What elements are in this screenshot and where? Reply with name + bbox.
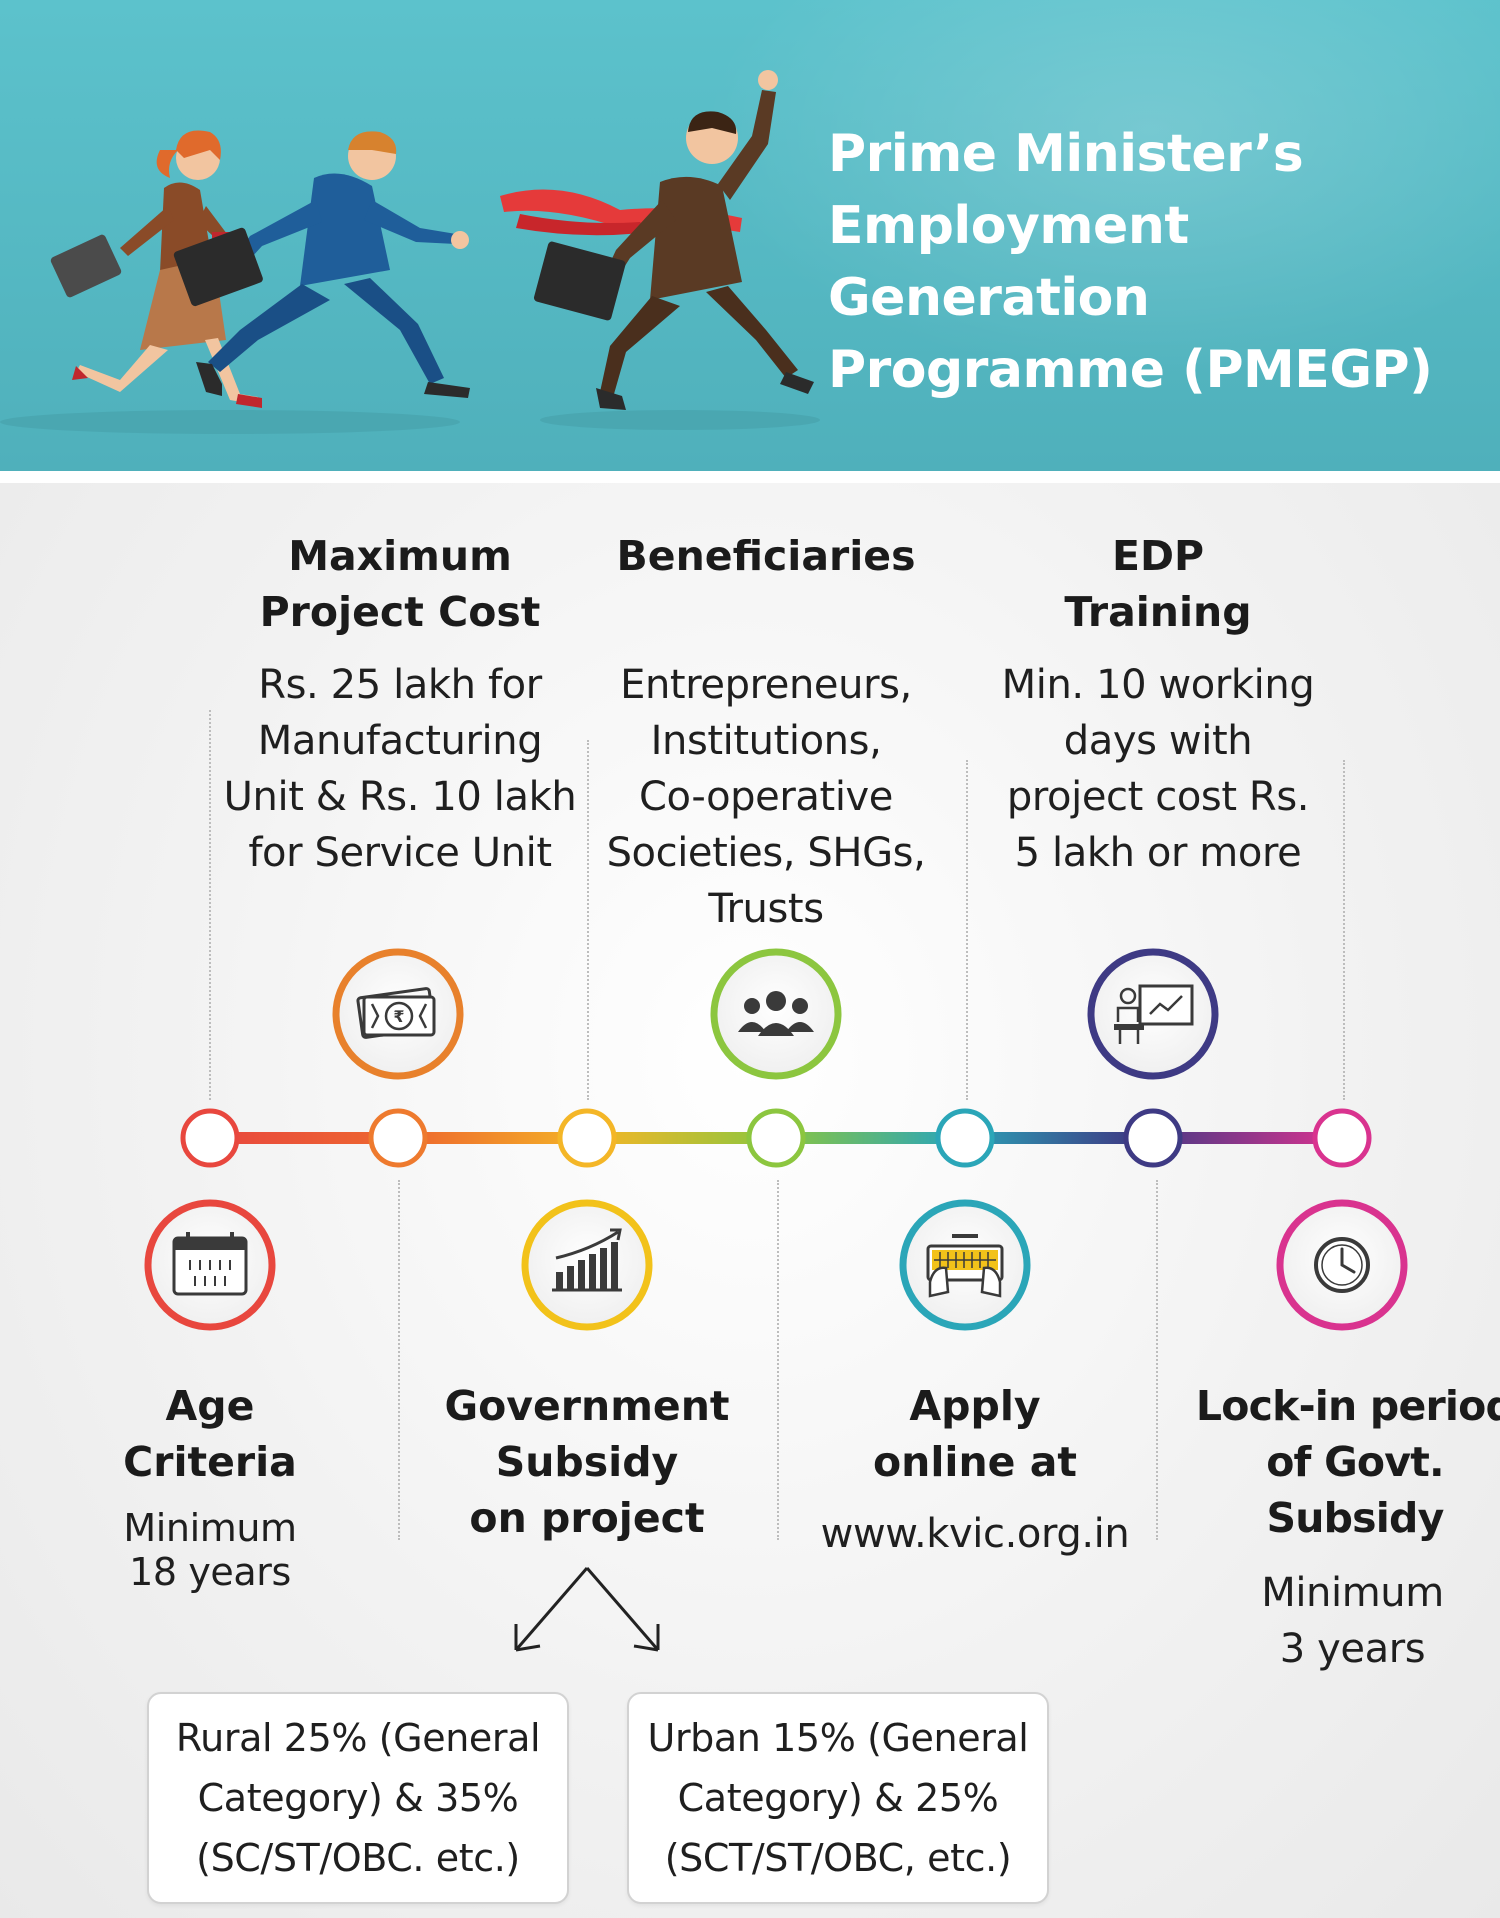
title-line: Subsidy (495, 1438, 679, 1486)
text-line: for Service Unit (248, 830, 552, 876)
box-line: Urban 15% (General (647, 1716, 1029, 1760)
presentation-trainer-icon (1087, 948, 1219, 1080)
rural-subsidy-box: Rural 25% (General Category) & 35% (SC/S… (147, 1692, 569, 1904)
title-line: EDP (1111, 532, 1205, 580)
title-line: Training (1064, 588, 1252, 636)
apply-online-website[interactable]: www.kvic.org.in (800, 1506, 1150, 1562)
project-cost-title: Maximum Project Cost (200, 528, 600, 640)
kvic-website-link[interactable]: www.kvic.org.in (820, 1511, 1130, 1557)
age-criteria-title: Age Criteria (60, 1378, 360, 1490)
government-subsidy-title: Government Subsidy on project (412, 1378, 762, 1546)
connector-line (587, 740, 589, 1100)
header-banner: Prime Minister’s Employment Generation P… (0, 0, 1500, 471)
title-line: Government (444, 1382, 730, 1430)
text-line: Institutions, (650, 718, 882, 764)
title-line: of Govt. (1266, 1438, 1444, 1486)
header-glow (700, 0, 1500, 380)
lock-in-period-title: Lock-in period of Govt. Subsidy (1190, 1378, 1500, 1546)
title-line: on project (469, 1494, 705, 1542)
title-line: Project Cost (259, 588, 541, 636)
timeline-node (368, 1108, 428, 1168)
text-line: 3 years (1279, 1626, 1426, 1672)
running-businesspeople-illustration (0, 70, 820, 434)
businessman-blue-figure (173, 131, 470, 398)
title-line: Beneficiaries (616, 532, 916, 580)
connector-line (1156, 1180, 1158, 1540)
box-line: Category) & 35% (197, 1776, 519, 1820)
connector-line (209, 710, 211, 1100)
timeline-nodes (180, 1108, 1372, 1168)
connector-line (1343, 760, 1345, 1100)
apply-online-title: Apply online at (800, 1378, 1150, 1490)
group-people-icon (710, 948, 842, 1080)
title-line: Subsidy (1266, 1494, 1445, 1542)
beneficiaries-text: Entrepreneurs, Institutions, Co-operativ… (566, 657, 966, 937)
text-line: Minimum (123, 1506, 297, 1550)
winning-businessman-figure (500, 70, 814, 410)
programme-title: Prime Minister’s Employment Generation P… (828, 118, 1500, 406)
keyboard-hands-icon (899, 1199, 1031, 1331)
text-line: days with (1063, 718, 1253, 764)
text-line: Trusts (708, 886, 824, 932)
timeline-node (1312, 1108, 1372, 1168)
text-line: Entrepreneurs, (620, 662, 912, 708)
title-line: Lock-in period (1195, 1382, 1500, 1430)
clock-icon (1276, 1199, 1408, 1331)
title-line: online at (873, 1438, 1077, 1486)
connector-line (966, 760, 968, 1100)
timeline-node (935, 1108, 995, 1168)
rupee-note-icon: ₹ (332, 948, 464, 1080)
text-line: Unit & Rs. 10 lakh (223, 774, 577, 820)
box-line: Rural 25% (General (175, 1716, 541, 1760)
text-line: Minimum (1261, 1570, 1444, 1616)
edp-training-text: Min. 10 working days with project cost R… (958, 657, 1358, 881)
title-line: Programme (PMEGP) (828, 340, 1433, 400)
subsidy-split-arrows (514, 1567, 660, 1652)
title-line: Age (165, 1382, 255, 1430)
infographic-body (0, 483, 1500, 1918)
text-line: 18 years (129, 1550, 291, 1594)
header-divider (0, 471, 1500, 483)
calendar-icon (144, 1199, 276, 1331)
connector-line (777, 1180, 779, 1540)
text-line: Rs. 25 lakh for (258, 662, 542, 708)
title-line: Prime Minister’s (828, 124, 1304, 184)
text-line: 5 lakh or more (1014, 830, 1302, 876)
project-cost-text: Rs. 25 lakh for Manufacturing Unit & Rs.… (200, 657, 600, 881)
box-line: (SCT/ST/OBC, etc.) (664, 1836, 1012, 1880)
lock-in-period-text: Minimum 3 years (1200, 1565, 1500, 1677)
title-line: Employment Generation (828, 196, 1189, 328)
text-line: Manufacturing (257, 718, 543, 764)
timeline-node (746, 1108, 806, 1168)
title-line: Maximum (288, 532, 512, 580)
text-line: Societies, SHGs, (606, 830, 926, 876)
timeline-node (180, 1108, 240, 1168)
text-line: Co-operative (638, 774, 894, 820)
edp-training-title: EDP Training (958, 528, 1358, 640)
bar-chart-growth-icon (521, 1199, 653, 1331)
connector-line (398, 1180, 400, 1540)
text-line: project cost Rs. (1006, 774, 1310, 820)
title-line: Apply (909, 1382, 1041, 1430)
timeline-node (1123, 1108, 1183, 1168)
text-line: Min. 10 working (1001, 662, 1315, 708)
box-line: (SC/ST/OBC. etc.) (196, 1836, 520, 1880)
svg-text:₹: ₹ (393, 1007, 404, 1026)
box-line: Category) & 25% (677, 1776, 999, 1820)
title-line: Criteria (123, 1438, 297, 1486)
timeline-node (557, 1108, 617, 1168)
beneficiaries-title: Beneficiaries (566, 528, 966, 584)
age-criteria-text: Minimum 18 years (60, 1506, 360, 1594)
urban-subsidy-box: Urban 15% (General Category) & 25% (SCT/… (627, 1692, 1049, 1904)
